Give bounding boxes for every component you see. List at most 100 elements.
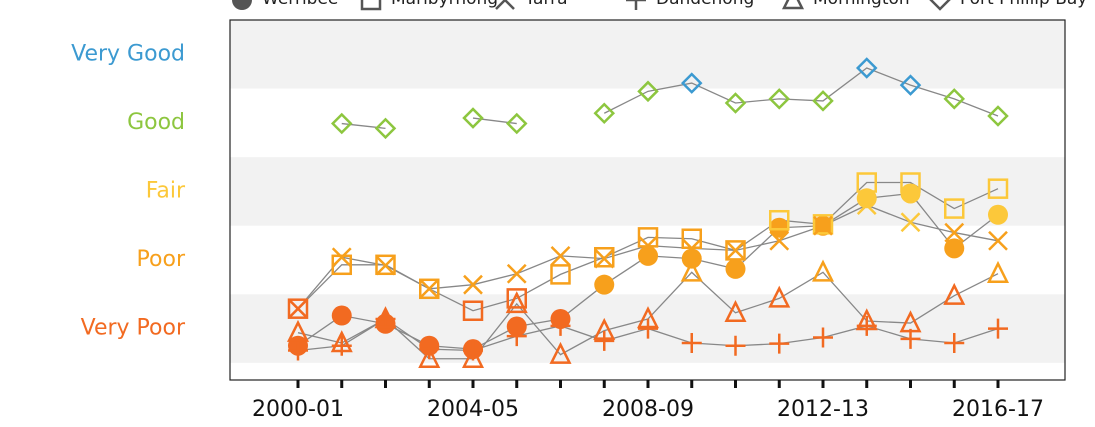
marker: [331, 305, 352, 326]
marker: [724, 92, 747, 114]
marker: [725, 258, 746, 279]
marker: [550, 264, 571, 285]
marker: [375, 255, 396, 276]
marker: [900, 212, 921, 233]
marker: [330, 330, 353, 353]
marker: [769, 217, 790, 238]
legend-label: Port Phillip Bay: [960, 0, 1087, 9]
marker: [288, 298, 308, 319]
marker: [929, 0, 951, 11]
y-tick-label: Very Poor: [81, 316, 186, 341]
marker: [781, 0, 805, 10]
marker: [856, 195, 877, 216]
marker: [593, 102, 616, 125]
marker: [506, 263, 527, 284]
marker: [594, 274, 615, 295]
marker: [856, 172, 877, 193]
marker: [550, 315, 571, 336]
marker: [812, 214, 834, 235]
marker: [681, 248, 702, 269]
x-tick-label: 2008-09: [602, 397, 694, 422]
marker: [594, 330, 615, 351]
marker: [626, 0, 646, 10]
marker: [769, 333, 790, 354]
marker: [360, 0, 382, 11]
marker: [944, 222, 965, 243]
marker: [681, 332, 702, 353]
marker: [811, 259, 835, 282]
legend-label: Werribee: [262, 0, 338, 9]
marker: [900, 183, 921, 204]
marker: [855, 57, 878, 79]
y-tick-label: Fair: [146, 178, 186, 203]
marker: [506, 288, 527, 309]
marker: [463, 274, 483, 295]
marker: [636, 306, 660, 329]
marker: [287, 298, 309, 319]
x-tick-label: 2000-01: [252, 397, 344, 422]
marker: [286, 319, 310, 342]
marker: [550, 246, 571, 266]
marker: [594, 248, 615, 269]
marker: [986, 260, 1010, 283]
band: [230, 20, 1065, 89]
marker: [856, 188, 877, 209]
marker: [495, 0, 515, 10]
marker: [419, 278, 440, 300]
marker: [987, 178, 1009, 199]
x-tick-label: 2004-05: [427, 397, 519, 422]
marker: [944, 332, 965, 353]
marker: [638, 318, 658, 339]
marker: [374, 306, 397, 329]
marker: [638, 235, 658, 256]
marker: [419, 278, 440, 299]
marker: [375, 254, 396, 276]
x-tick-label: 2016-17: [952, 397, 1044, 422]
marker: [944, 238, 965, 259]
marker: [768, 285, 791, 308]
marker: [593, 317, 616, 340]
marker: [943, 88, 966, 110]
marker: [813, 327, 833, 348]
marker: [505, 291, 528, 314]
marker: [462, 300, 484, 321]
marker: [288, 340, 308, 361]
marker: [594, 247, 615, 268]
marker: [725, 240, 746, 261]
marker: [725, 335, 746, 356]
legend-label: Mornington: [813, 0, 910, 9]
marker: [374, 117, 397, 140]
marker: [462, 107, 484, 129]
marker: [769, 230, 790, 251]
marker: [637, 80, 659, 103]
legend-label: Yarra: [524, 0, 568, 9]
marker: [331, 247, 352, 268]
marker: [725, 240, 746, 261]
marker: [506, 326, 527, 347]
x-tick-label: 2012-13: [777, 397, 869, 422]
y-tick-label: Poor: [137, 247, 186, 272]
marker: [724, 300, 747, 323]
marker: [768, 88, 791, 110]
marker: [418, 345, 441, 368]
marker: [638, 245, 658, 266]
marker: [232, 0, 252, 10]
marker: [812, 90, 834, 112]
marker: [549, 341, 572, 364]
marker: [988, 230, 1008, 251]
y-tick-label: Good: [127, 110, 185, 135]
marker: [987, 105, 1009, 127]
marker: [680, 72, 703, 94]
marker: [943, 282, 966, 305]
series-line: [603, 67, 999, 117]
marker: [855, 308, 878, 331]
marker: [944, 198, 965, 219]
marker: [461, 345, 485, 368]
marker: [988, 204, 1008, 225]
y-tick-label: Very Good: [71, 41, 185, 66]
marker: [681, 238, 702, 259]
legend-label: Maribyrnong: [391, 0, 498, 9]
marker: [900, 172, 921, 193]
marker: [988, 318, 1008, 339]
